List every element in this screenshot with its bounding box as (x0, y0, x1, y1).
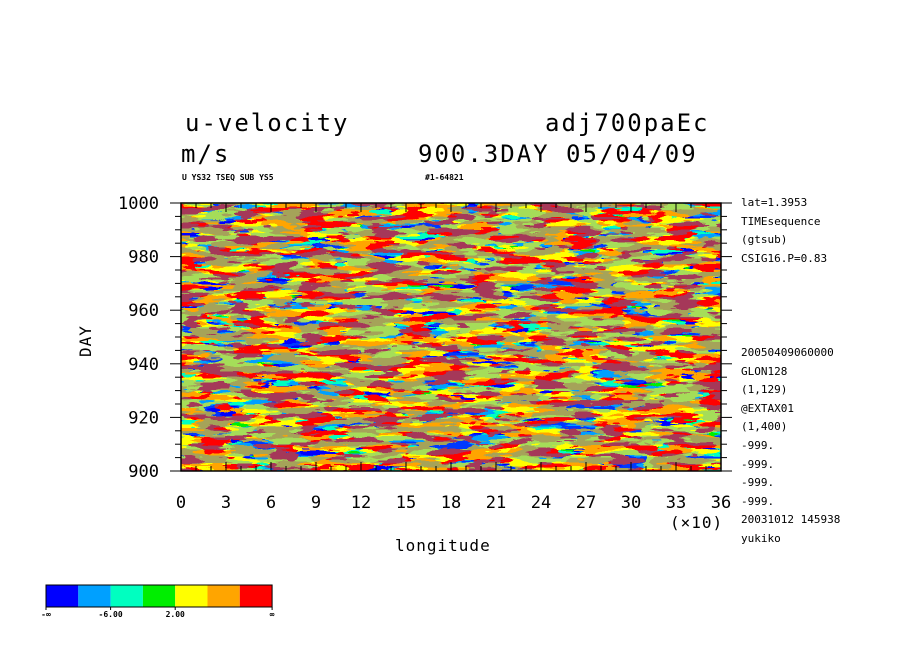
y-axis-label: DAY (76, 325, 95, 357)
y-tick-label: 960 (128, 301, 159, 321)
x-tick-label: 9 (311, 493, 321, 513)
axes: 0 3 6 9 12 15 18 21 24 27 30 33 36900920940960980100… (118, 194, 732, 513)
colorbar-label: -6.00 (99, 610, 123, 619)
side-meta-line: (1,400) (741, 420, 788, 434)
y-tick-label: 940 (128, 355, 159, 375)
x-tick-label: 36 (711, 493, 731, 513)
side-meta-line: -999. (741, 457, 775, 471)
side-meta-line: 20050409060000 (741, 346, 834, 359)
colorbar-frame (45, 584, 273, 608)
x-tick-label: 0 (176, 493, 186, 513)
x-tick-label: 27 (576, 493, 596, 513)
colorbar-swatch (175, 585, 208, 607)
side-meta-line: (1,129) (741, 383, 788, 397)
band-mask (398, 203, 459, 471)
positive-region-5 (398, 203, 661, 471)
x-axis-label: longitude (395, 536, 491, 555)
side-meta-line: @EXTAX01 (741, 401, 794, 415)
subtitle-right: #1-64821 (425, 173, 464, 182)
colorbar-swatch (142, 585, 176, 607)
side-meta-line: -999. (741, 476, 775, 490)
y-tick-label: 900 (128, 462, 159, 482)
x-tick-label: 12 (351, 493, 371, 513)
x-tick-label: 30 (621, 493, 641, 513)
side-info-line: lat=1.3953 (741, 196, 808, 209)
side-meta-line: -999. (741, 494, 775, 508)
x-tick-label: 3 (221, 493, 231, 513)
x-tick-label: 24 (531, 493, 551, 513)
subtitle-left: U YS32 TSEQ SUB YS5 (182, 173, 274, 182)
colorbar-swatch (207, 585, 240, 607)
y-tick-label: 1000 (118, 194, 159, 214)
y-tick-label: 920 (128, 408, 159, 428)
colorbar-label: 2.00 (166, 610, 185, 619)
x-tick-label: 33 (666, 493, 686, 513)
colorbar-label: ∞ (270, 610, 275, 619)
heatmap-field (181, 203, 721, 471)
variable-title: u-velocity (185, 109, 350, 137)
experiment-label: adj700paEc (545, 109, 710, 137)
x-tick-label: 18 (441, 493, 461, 513)
side-info-line: CSIG16.P=0.83 (741, 251, 828, 265)
y-tick-label: 980 (128, 248, 159, 268)
colorbar-swatch (78, 585, 111, 607)
side-meta-line: yukiko (741, 532, 781, 545)
x-multiplier-label: (×10) (670, 513, 724, 532)
colorbar: -∞ -6.00 2.00 ∞ (41, 584, 275, 619)
colorbar-swatch (46, 585, 79, 607)
colorbar-swatch (110, 585, 143, 607)
side-meta-line: 20031012 145938 (741, 513, 841, 527)
side-meta-line: -999. (741, 439, 775, 452)
x-tick-label: 21 (486, 493, 506, 513)
band-mask (601, 203, 661, 471)
units-label: m/s (181, 140, 231, 168)
x-tick-label: 6 (266, 493, 276, 513)
side-info-line: (gtsub) (741, 233, 788, 247)
negative-region (691, 323, 721, 423)
time-stamp: 900.3DAY 05/04/09 (418, 140, 698, 168)
x-tick-label: 15 (396, 493, 416, 513)
side-meta-line: GLON128 (741, 364, 788, 378)
colorbar-swatch (239, 585, 273, 607)
side-info-line: TIMEsequence (741, 214, 821, 228)
colorbar-label: -∞ (41, 610, 51, 619)
